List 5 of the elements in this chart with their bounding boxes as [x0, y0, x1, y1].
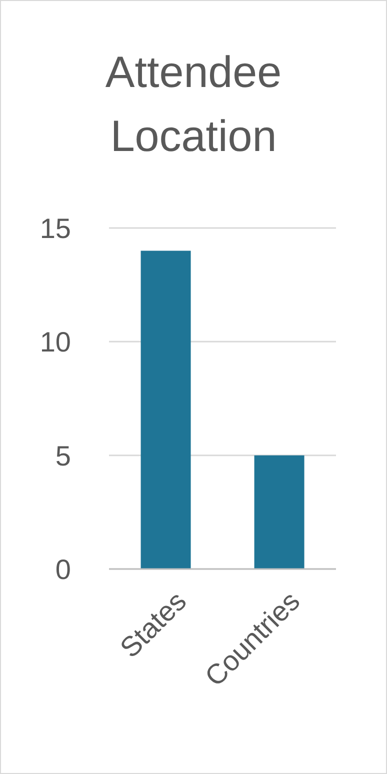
- chart-title: Attendee Location: [104, 47, 283, 163]
- y-tick-label: 15: [40, 212, 71, 244]
- y-tick-label: 0: [55, 554, 71, 585]
- y-tick-label: 5: [55, 440, 71, 472]
- y-tick-label: 10: [40, 326, 71, 358]
